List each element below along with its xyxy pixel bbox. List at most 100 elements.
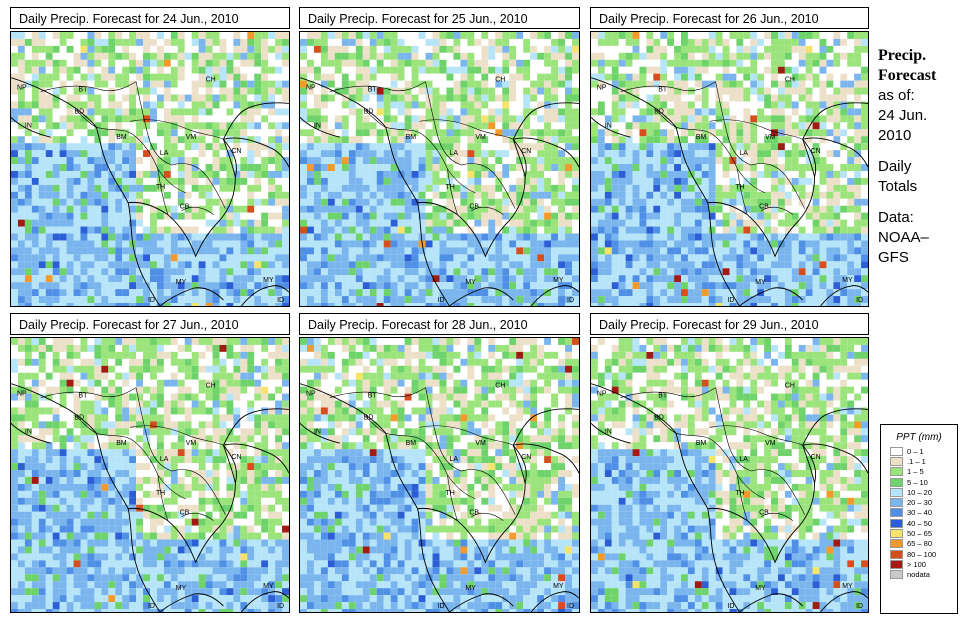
precip-cell bbox=[240, 268, 248, 276]
precip-cell bbox=[38, 275, 46, 283]
precip-cell bbox=[537, 226, 545, 234]
precip-cell bbox=[798, 115, 806, 123]
precip-cell bbox=[52, 205, 60, 213]
precip-cell bbox=[771, 101, 778, 109]
precip-cell bbox=[80, 282, 88, 290]
precip-cell bbox=[530, 289, 538, 297]
precip-cell bbox=[467, 303, 475, 306]
precip-cell bbox=[150, 66, 157, 74]
precip-cell bbox=[439, 303, 447, 306]
precip-cell bbox=[439, 108, 447, 116]
precip-cell bbox=[31, 303, 39, 306]
precip-cell bbox=[481, 303, 489, 306]
precip-cell bbox=[784, 184, 792, 192]
precip-cell bbox=[474, 275, 482, 283]
precip-cell bbox=[247, 303, 255, 306]
precip-cell bbox=[591, 32, 598, 39]
precip-cell bbox=[764, 129, 772, 137]
precip-cell bbox=[819, 101, 827, 109]
precip-cell bbox=[715, 136, 723, 144]
precip-cell bbox=[17, 254, 25, 262]
precip-cell bbox=[383, 115, 391, 123]
precip-cell bbox=[233, 184, 241, 192]
precip-cell bbox=[327, 212, 335, 220]
precip-cell bbox=[729, 136, 737, 144]
precip-cell bbox=[591, 282, 598, 290]
precip-cell bbox=[653, 275, 661, 283]
precip-cell bbox=[369, 303, 377, 306]
precip-cell bbox=[73, 80, 81, 88]
precip-cell bbox=[163, 212, 171, 220]
precip-cell bbox=[129, 282, 137, 290]
precip-cell bbox=[537, 136, 545, 144]
precip-cell bbox=[38, 59, 46, 67]
precip-cell bbox=[833, 198, 841, 206]
precip-cell bbox=[632, 108, 640, 116]
precip-cell bbox=[611, 87, 619, 95]
precip-cell bbox=[59, 351, 67, 359]
precip-cell bbox=[474, 191, 482, 199]
precip-cell bbox=[205, 338, 213, 345]
precip-cell bbox=[247, 282, 255, 290]
precip-cell bbox=[667, 157, 675, 165]
country-label-ch: CH bbox=[785, 77, 795, 84]
precip-cell bbox=[369, 170, 377, 178]
precip-cell bbox=[11, 358, 18, 366]
precip-cell bbox=[150, 129, 157, 137]
precip-cell bbox=[306, 94, 314, 102]
precip-cell bbox=[38, 170, 46, 178]
precip-cell bbox=[439, 191, 447, 199]
precip-cell bbox=[777, 219, 785, 227]
precip-cell bbox=[198, 268, 206, 276]
precip-cell bbox=[31, 177, 39, 185]
precip-cell bbox=[572, 289, 579, 297]
precip-cell bbox=[694, 143, 702, 151]
precip-cell bbox=[474, 94, 482, 102]
precip-cell bbox=[233, 261, 241, 269]
precip-cell bbox=[313, 226, 321, 234]
precip-cell bbox=[798, 32, 806, 39]
country-label-my: MY bbox=[553, 277, 564, 284]
precip-cell bbox=[87, 38, 95, 46]
precip-cell bbox=[327, 198, 335, 206]
precip-cell bbox=[597, 101, 605, 109]
precip-cell bbox=[481, 170, 489, 178]
precip-cell bbox=[177, 101, 185, 109]
precip-cell bbox=[488, 233, 496, 241]
precip-cell bbox=[757, 212, 765, 220]
precip-cell bbox=[632, 212, 640, 220]
precip-cell bbox=[743, 38, 751, 46]
precip-cell bbox=[625, 143, 633, 151]
precip-cell bbox=[275, 289, 283, 297]
precip-cell bbox=[736, 282, 744, 290]
precip-cell bbox=[743, 261, 751, 269]
precip-cell bbox=[59, 80, 67, 88]
precip-cell bbox=[736, 143, 744, 151]
precip-cell bbox=[355, 268, 363, 276]
precip-cell bbox=[722, 240, 730, 248]
precip-cell bbox=[516, 129, 524, 137]
precip-cell bbox=[87, 66, 95, 74]
precip-cell bbox=[681, 282, 688, 290]
country-label-in: IN bbox=[25, 122, 32, 129]
precip-cell bbox=[17, 80, 25, 88]
precip-cell bbox=[439, 296, 447, 304]
precip-cell bbox=[45, 219, 53, 227]
precip-cell bbox=[306, 101, 314, 109]
precip-cell bbox=[488, 32, 496, 39]
precip-cell bbox=[122, 351, 130, 359]
precip-cell bbox=[495, 150, 503, 158]
precip-cell bbox=[604, 275, 612, 283]
precip-cell bbox=[418, 59, 426, 67]
precip-cell bbox=[687, 108, 695, 116]
precip-cell bbox=[163, 80, 171, 88]
precip-cell bbox=[11, 115, 18, 123]
precip-cell bbox=[275, 247, 283, 255]
precip-cell bbox=[798, 233, 806, 241]
precip-cell bbox=[432, 282, 440, 290]
precip-cell bbox=[467, 247, 475, 255]
precip-cell bbox=[233, 177, 241, 185]
precip-cell bbox=[205, 184, 213, 192]
precip-cell bbox=[306, 282, 314, 290]
precip-cell bbox=[729, 177, 737, 185]
